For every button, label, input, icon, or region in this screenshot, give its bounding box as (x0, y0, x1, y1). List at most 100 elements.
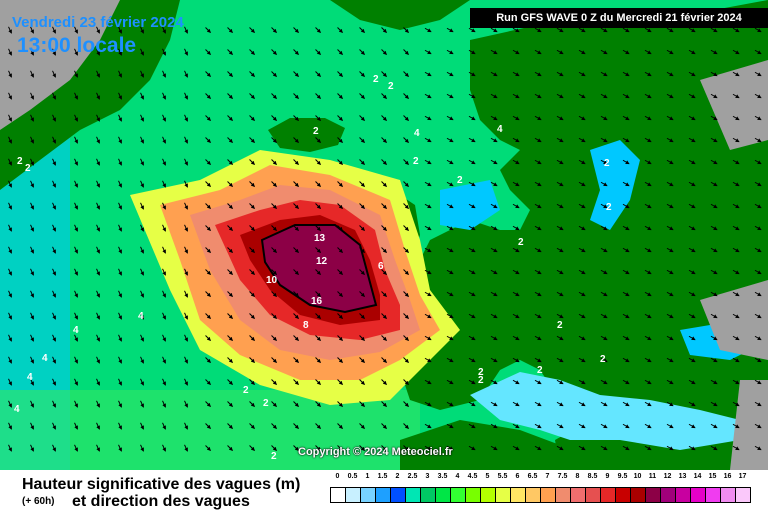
wave-arrow (754, 313, 762, 319)
wave-arrow (644, 423, 652, 429)
wave-arrow (359, 247, 365, 253)
wave-arrow (512, 181, 520, 187)
scale-tick-label: 2.5 (407, 473, 418, 480)
wave-arrow (337, 313, 343, 319)
wave-arrow (512, 71, 520, 77)
wave-arrow (118, 312, 122, 320)
wave-arrow (205, 49, 211, 55)
wave-arrow (30, 202, 34, 210)
wave-arrow (271, 247, 277, 253)
wave-arrow (424, 27, 432, 33)
scale-tick-label: 0 (335, 473, 340, 480)
scale-tick-label: 7.5 (557, 473, 568, 480)
wave-arrow (140, 356, 144, 364)
wave-arrow (293, 423, 299, 429)
wave-arrow (162, 48, 166, 56)
wave-arrow (162, 312, 166, 320)
wave-arrow (666, 225, 674, 231)
wave-arrow (468, 269, 476, 275)
scale-tick-label: 4 (455, 473, 460, 480)
wave-arrow (337, 71, 343, 77)
wave-arrow (688, 71, 696, 77)
wave-arrow (337, 115, 343, 121)
wave-arrow (227, 203, 233, 209)
wave-arrow (249, 203, 255, 209)
wave-arrow (490, 27, 498, 33)
wave-arrow (666, 335, 674, 341)
scale-cell (375, 487, 391, 503)
wave-arrow (424, 137, 432, 143)
wave-arrow (424, 445, 432, 451)
wave-arrow (468, 291, 476, 297)
wave-arrow (227, 71, 233, 77)
wave-arrow (490, 225, 498, 231)
mediterranean-sea (470, 372, 740, 450)
wave-arrow (556, 159, 564, 165)
wave-arrow (52, 312, 56, 320)
scale-cell (675, 487, 691, 503)
wave-arrow (293, 247, 299, 253)
wave-arrow (424, 269, 432, 275)
wave-arrow (52, 400, 56, 408)
wave-arrow (162, 422, 166, 430)
wave-arrow (556, 115, 564, 121)
wave-arrow (118, 48, 122, 56)
wave-arrow (600, 115, 608, 121)
wave-arrow (468, 357, 476, 363)
wave-arrow (205, 115, 211, 121)
wave-arrow (446, 247, 454, 253)
wave-arrow (446, 269, 454, 275)
wave-arrow (534, 93, 542, 99)
wave-arrow (74, 422, 78, 430)
wave-arrow (754, 181, 762, 187)
wave-arrow (490, 115, 498, 121)
wave-arrow (534, 379, 542, 385)
wave-arrow (249, 313, 255, 319)
wave-arrow (512, 247, 520, 253)
wave-arrow (184, 224, 188, 232)
wave-arrow (315, 93, 321, 99)
wave-arrow (337, 225, 343, 231)
scale-tick-label: 7 (545, 473, 550, 480)
wave-arrow (688, 181, 696, 187)
wave-arrow (424, 357, 432, 363)
contour-label: 2 (25, 163, 31, 174)
scale-cell (450, 487, 466, 503)
wave-arrow (578, 357, 586, 363)
wave-arrow (96, 422, 100, 430)
wave-arrow (337, 137, 343, 143)
wave-arrow (315, 335, 321, 341)
wave-arrow (710, 379, 718, 385)
wave-arrow (359, 137, 365, 143)
greenland-ice (0, 0, 120, 130)
legend-subtitle: et direction des vagues (72, 493, 250, 510)
wave-arrow (293, 181, 299, 187)
wave-arrow (162, 70, 166, 78)
wave-arrow (468, 423, 476, 429)
wave-arrow (337, 379, 343, 385)
wave-arrow (403, 27, 409, 33)
wave-arrow (337, 401, 343, 407)
wave-arrow (710, 49, 718, 55)
wave-arrow (227, 313, 233, 319)
wave-arrow (688, 357, 696, 363)
wave-arrow (315, 357, 321, 363)
wave-arrow (688, 335, 696, 341)
wave-arrow (688, 159, 696, 165)
wave-arrow (710, 203, 718, 209)
wave-arrow (754, 379, 762, 385)
copyright-text: Copyright © 2024 Meteociel.fr (298, 446, 453, 458)
wave-arrow (293, 71, 299, 77)
wave-arrow (8, 268, 12, 276)
wave-arrow (140, 334, 144, 342)
wave-arrow (118, 180, 122, 188)
wave-arrow (403, 203, 409, 209)
wave-arrow (162, 92, 166, 100)
wave-arrow (293, 313, 299, 319)
wave-arrow (600, 291, 608, 297)
wave-arrow (578, 401, 586, 407)
wave-arrow (534, 357, 542, 363)
wave-arrow (30, 422, 34, 430)
wave-arrow (271, 93, 277, 99)
wave-arrow (249, 115, 255, 121)
